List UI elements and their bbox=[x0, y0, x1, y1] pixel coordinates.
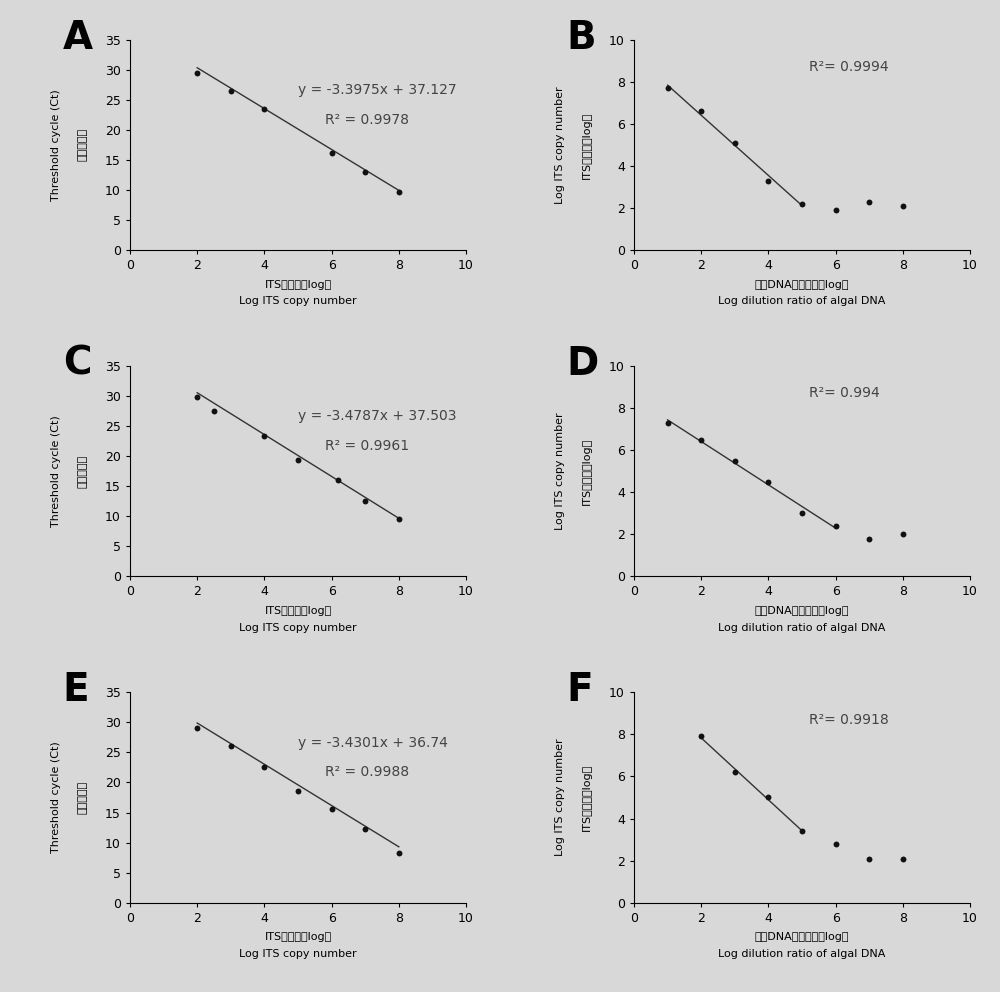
Point bbox=[357, 820, 373, 836]
Text: A: A bbox=[63, 19, 93, 57]
Point bbox=[794, 823, 810, 839]
Text: 临界循环値: 临界循环値 bbox=[78, 128, 88, 162]
Text: C: C bbox=[63, 345, 91, 383]
Point bbox=[895, 527, 911, 543]
Text: R²= 0.9918: R²= 0.9918 bbox=[809, 712, 888, 726]
Text: R²= 0.994: R²= 0.994 bbox=[809, 386, 879, 401]
Text: 藻类DNA稀释倍数（log）: 藻类DNA稀释倍数（log） bbox=[755, 932, 849, 942]
Text: Threshold cycle (Ct): Threshold cycle (Ct) bbox=[51, 742, 61, 853]
Point bbox=[895, 198, 911, 214]
Text: F: F bbox=[567, 672, 593, 709]
Point bbox=[324, 145, 340, 161]
Point bbox=[330, 471, 346, 487]
Text: B: B bbox=[567, 19, 596, 57]
Point bbox=[895, 850, 911, 866]
Text: y = -3.4787x + 37.503: y = -3.4787x + 37.503 bbox=[298, 410, 456, 424]
Point bbox=[861, 531, 877, 547]
Point bbox=[256, 760, 272, 776]
Text: R² = 0.9961: R² = 0.9961 bbox=[325, 438, 409, 453]
Point bbox=[760, 474, 776, 490]
Point bbox=[223, 738, 239, 754]
Point bbox=[290, 784, 306, 800]
Text: 临界循环値: 临界循环値 bbox=[78, 454, 88, 488]
Text: Log ITS copy number: Log ITS copy number bbox=[239, 949, 357, 959]
Point bbox=[693, 432, 709, 447]
Text: E: E bbox=[63, 672, 89, 709]
Text: Log ITS copy number: Log ITS copy number bbox=[555, 413, 565, 530]
Point bbox=[794, 505, 810, 521]
Text: Log ITS copy number: Log ITS copy number bbox=[239, 623, 357, 633]
Point bbox=[189, 389, 205, 405]
Text: 藻类DNA稀释倍数（log）: 藻类DNA稀释倍数（log） bbox=[755, 606, 849, 616]
Point bbox=[256, 429, 272, 444]
Point bbox=[861, 193, 877, 209]
Point bbox=[760, 173, 776, 188]
Text: Log dilution ratio of algal DNA: Log dilution ratio of algal DNA bbox=[718, 297, 886, 307]
Point bbox=[828, 836, 844, 852]
Text: Log ITS copy number: Log ITS copy number bbox=[555, 86, 565, 203]
Text: ITS拷贝数（log）: ITS拷贝数（log） bbox=[582, 764, 592, 831]
Text: ITS拷贝数（log）: ITS拷贝数（log） bbox=[264, 932, 332, 942]
Point bbox=[391, 845, 407, 861]
Point bbox=[357, 164, 373, 180]
Text: D: D bbox=[567, 345, 599, 383]
Text: R²= 0.9994: R²= 0.9994 bbox=[809, 61, 888, 74]
Text: Log dilution ratio of algal DNA: Log dilution ratio of algal DNA bbox=[718, 623, 886, 633]
Point bbox=[660, 80, 676, 96]
Text: Threshold cycle (Ct): Threshold cycle (Ct) bbox=[51, 416, 61, 527]
Text: R² = 0.9988: R² = 0.9988 bbox=[325, 765, 409, 779]
Point bbox=[760, 790, 776, 806]
Point bbox=[391, 184, 407, 199]
Point bbox=[206, 403, 222, 419]
Text: Log dilution ratio of algal DNA: Log dilution ratio of algal DNA bbox=[718, 949, 886, 959]
Text: R² = 0.9978: R² = 0.9978 bbox=[325, 113, 409, 127]
Point bbox=[256, 101, 272, 117]
Text: Log ITS copy number: Log ITS copy number bbox=[239, 297, 357, 307]
Text: y = -3.4301x + 36.74: y = -3.4301x + 36.74 bbox=[298, 736, 448, 750]
Point bbox=[290, 452, 306, 468]
Text: ITS拷贝数（log）: ITS拷贝数（log） bbox=[582, 111, 592, 179]
Point bbox=[727, 764, 743, 780]
Text: 藻类DNA稀释倍数（log）: 藻类DNA稀释倍数（log） bbox=[755, 280, 849, 290]
Text: ITS拷贝数（log）: ITS拷贝数（log） bbox=[264, 606, 332, 616]
Point bbox=[727, 452, 743, 468]
Point bbox=[693, 728, 709, 744]
Point bbox=[660, 415, 676, 431]
Point bbox=[828, 518, 844, 534]
Point bbox=[391, 511, 407, 527]
Point bbox=[357, 493, 373, 509]
Point bbox=[189, 720, 205, 736]
Point bbox=[828, 202, 844, 218]
Text: ITS拷贝数（log）: ITS拷贝数（log） bbox=[264, 280, 332, 290]
Text: Threshold cycle (Ct): Threshold cycle (Ct) bbox=[51, 89, 61, 200]
Text: Log ITS copy number: Log ITS copy number bbox=[555, 739, 565, 856]
Text: y = -3.3975x + 37.127: y = -3.3975x + 37.127 bbox=[298, 83, 457, 97]
Point bbox=[189, 64, 205, 80]
Text: ITS拷贝数（log）: ITS拷贝数（log） bbox=[582, 437, 592, 505]
Point bbox=[324, 802, 340, 817]
Point bbox=[693, 103, 709, 119]
Point bbox=[794, 196, 810, 212]
Text: 临界循环値: 临界循环値 bbox=[78, 781, 88, 814]
Point bbox=[223, 83, 239, 99]
Point bbox=[727, 135, 743, 151]
Point bbox=[861, 850, 877, 866]
